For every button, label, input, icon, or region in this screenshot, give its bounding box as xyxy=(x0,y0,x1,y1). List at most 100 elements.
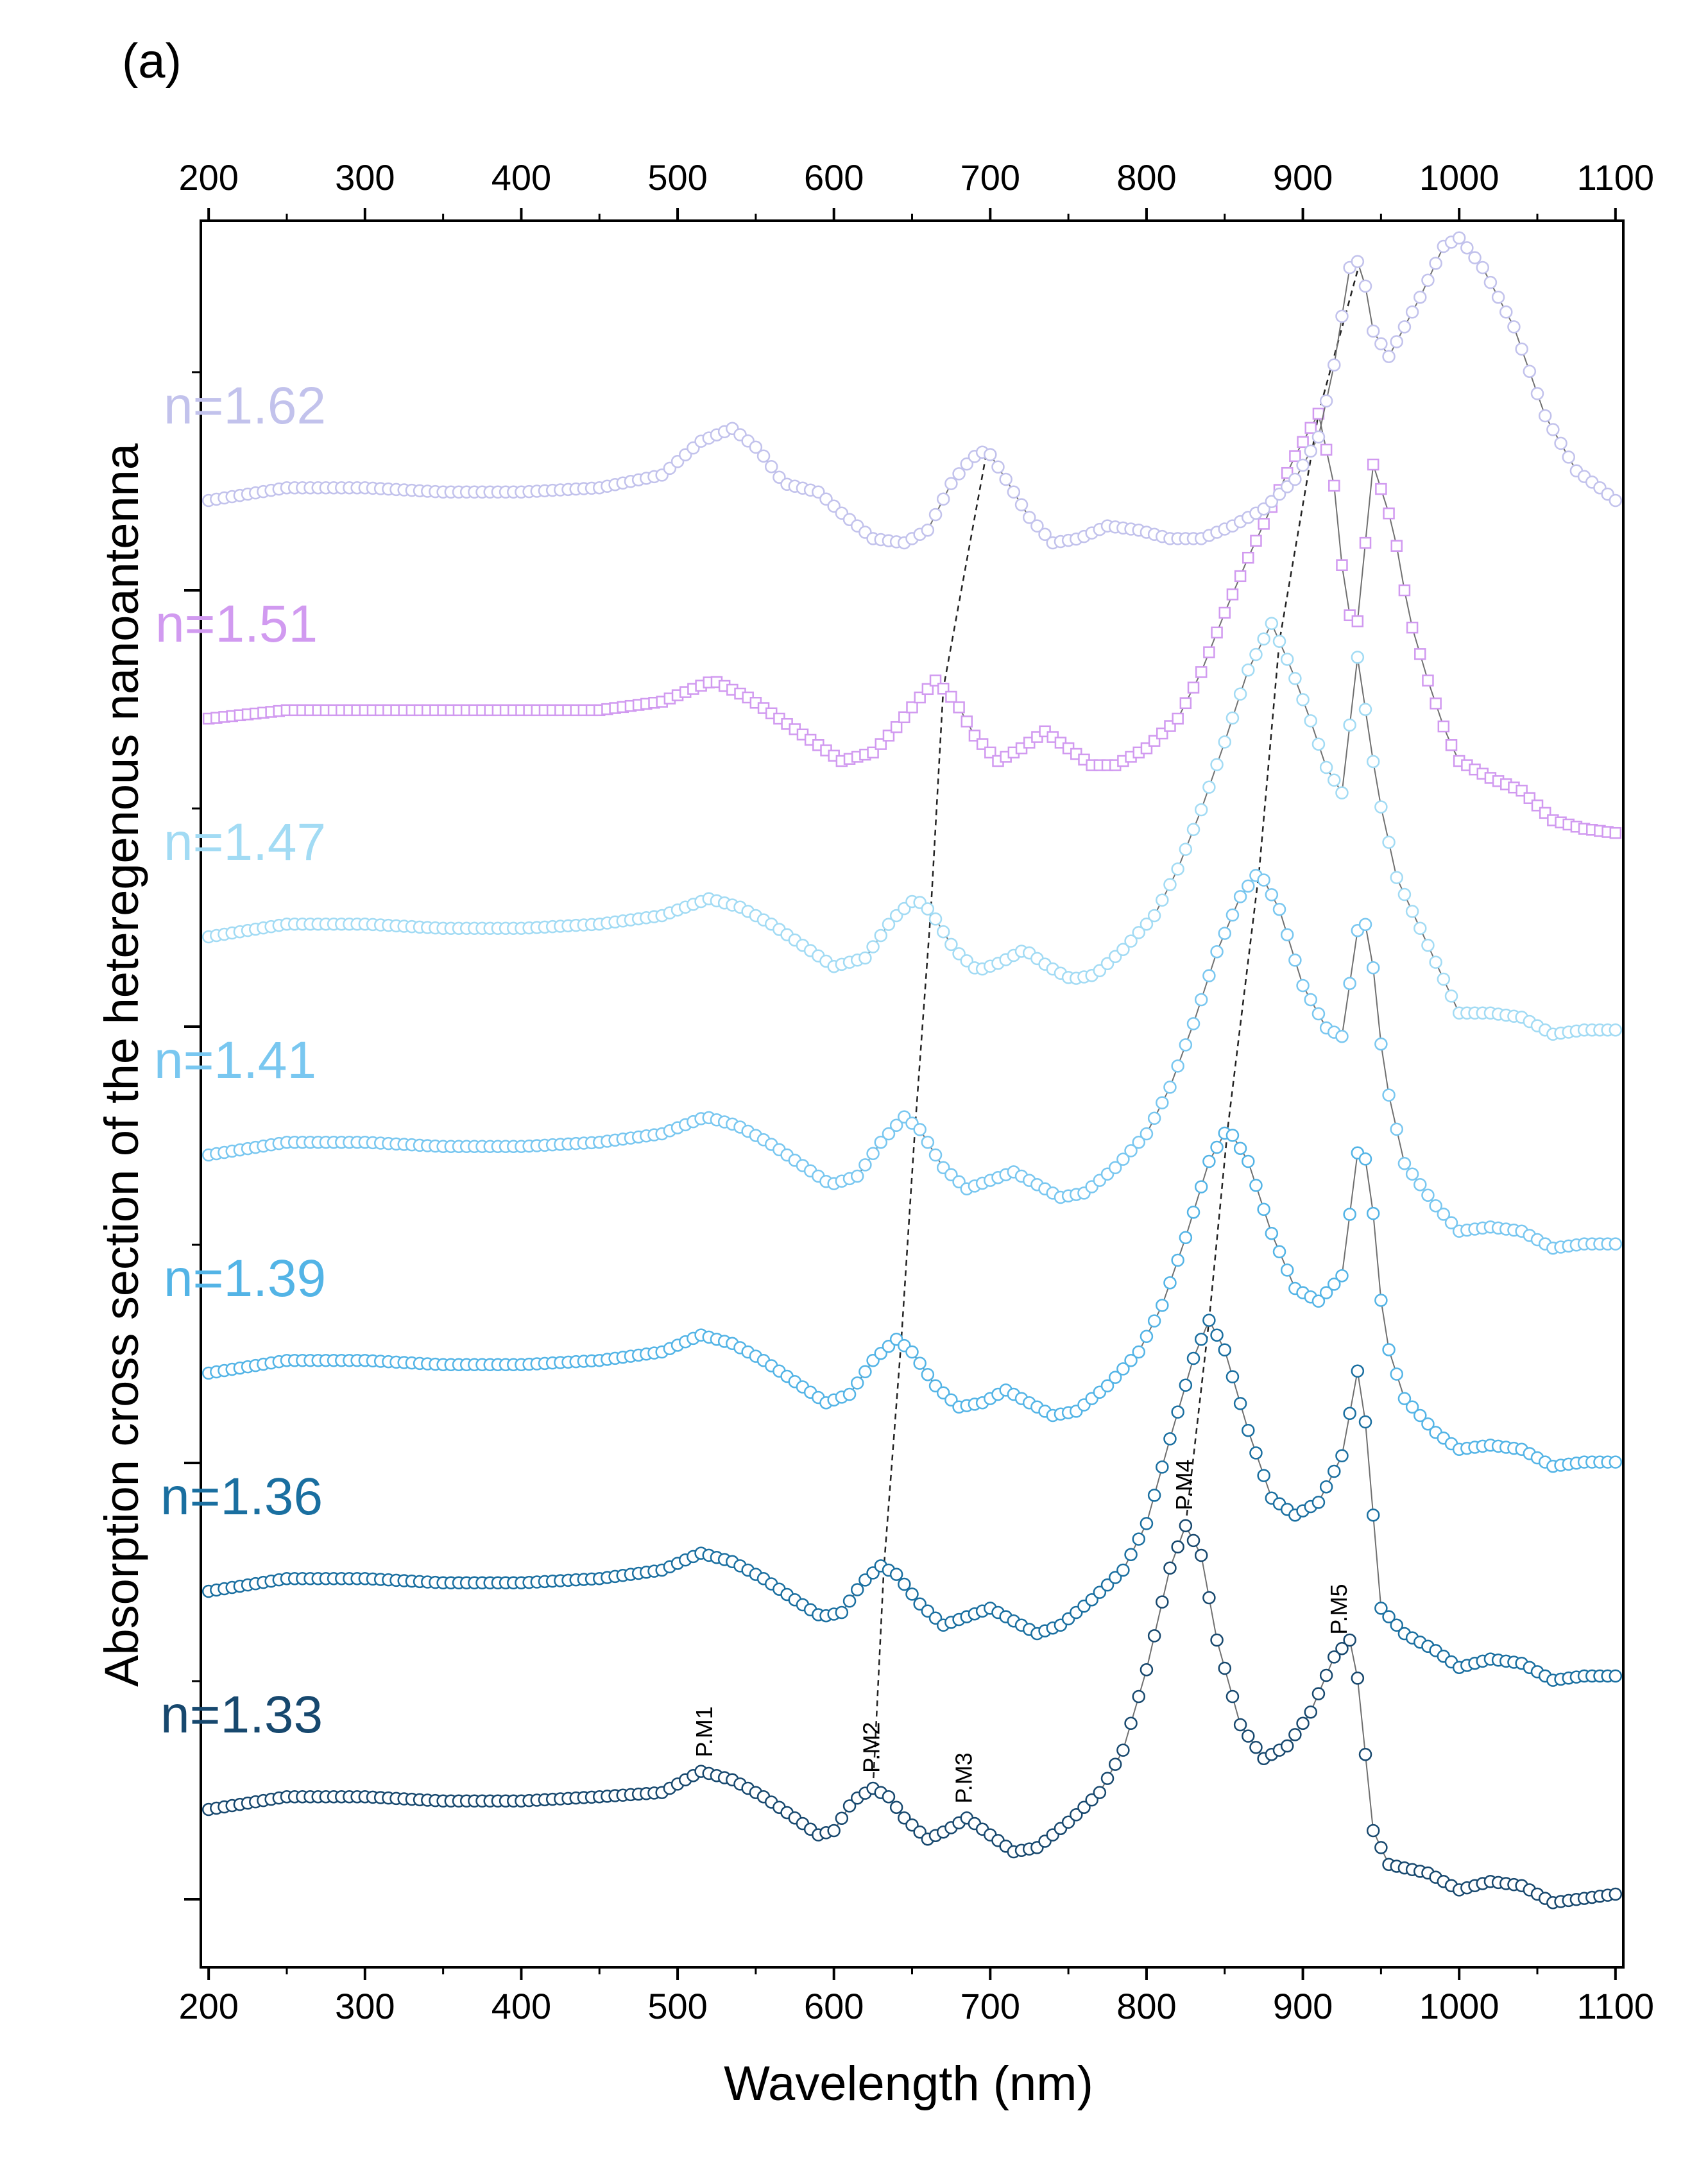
data-point xyxy=(1366,755,1380,769)
data-point xyxy=(1116,1563,1130,1577)
data-point xyxy=(1413,921,1427,936)
data-point xyxy=(1211,626,1223,639)
data-point xyxy=(1515,342,1528,356)
data-point xyxy=(1061,1815,1075,1829)
data-point xyxy=(842,1387,857,1401)
data-point xyxy=(928,912,943,926)
data-point xyxy=(1374,337,1388,351)
plot-frame xyxy=(200,219,1625,1969)
data-point xyxy=(1358,279,1372,293)
data-point xyxy=(1156,1460,1169,1474)
data-point xyxy=(1132,1345,1146,1359)
data-point xyxy=(866,940,880,953)
data-point xyxy=(1242,879,1255,893)
data-point xyxy=(1304,422,1317,434)
data-point xyxy=(1397,887,1412,902)
data-point xyxy=(1312,407,1325,420)
y-axis-label: Absorption cross section of the heterege… xyxy=(95,443,148,1687)
data-point xyxy=(1186,1205,1200,1219)
data-point xyxy=(1390,1618,1403,1632)
data-point xyxy=(1147,1314,1161,1328)
data-point xyxy=(1108,1571,1122,1584)
data-point xyxy=(921,1367,935,1381)
data-point xyxy=(1233,1397,1247,1410)
data-point xyxy=(1250,534,1262,547)
x-tick-label-top: 200 xyxy=(178,157,238,198)
data-point xyxy=(1186,1534,1200,1548)
x-tick-label-top: 600 xyxy=(804,157,864,198)
data-point xyxy=(1194,803,1208,817)
x-tick-label-top: 1100 xyxy=(1577,157,1654,198)
data-point xyxy=(898,711,910,724)
data-point xyxy=(1140,1127,1154,1141)
data-point xyxy=(835,1811,849,1825)
data-point xyxy=(1562,450,1575,464)
data-point xyxy=(1272,1245,1286,1259)
data-point xyxy=(1280,653,1294,666)
data-point xyxy=(1343,718,1356,732)
data-point xyxy=(936,492,950,506)
data-point xyxy=(1163,878,1177,891)
data-point xyxy=(1343,1208,1356,1221)
data-point xyxy=(1351,1671,1365,1685)
data-point xyxy=(1422,674,1434,687)
data-point xyxy=(1163,1276,1177,1290)
data-point xyxy=(1288,1728,1302,1741)
data-point xyxy=(1218,1661,1232,1675)
x-tick-label-bottom: 300 xyxy=(335,1986,395,2026)
data-point xyxy=(882,1127,896,1141)
data-point xyxy=(1335,786,1349,799)
data-point xyxy=(1304,1705,1317,1719)
data-point xyxy=(1358,1747,1372,1761)
data-point xyxy=(827,1824,841,1838)
data-point xyxy=(961,715,973,728)
data-point xyxy=(1124,1716,1138,1731)
data-point xyxy=(1335,1449,1349,1463)
data-point xyxy=(1609,1669,1623,1683)
series-label: n=1.41 xyxy=(154,1031,316,1090)
data-point xyxy=(1007,485,1021,499)
data-point xyxy=(1156,1096,1169,1109)
data-point xyxy=(1366,961,1380,975)
series-label: n=1.62 xyxy=(164,377,326,435)
data-point xyxy=(1163,1432,1177,1446)
data-point xyxy=(1609,1887,1623,1901)
peak-annotation: P.M5 xyxy=(1326,1584,1352,1634)
data-point xyxy=(945,690,957,703)
data-point xyxy=(1405,1400,1419,1414)
data-point xyxy=(1319,1286,1333,1299)
data-point xyxy=(1609,493,1623,508)
series-group xyxy=(201,231,1623,1910)
x-tick-label-top: 300 xyxy=(335,157,395,198)
data-point xyxy=(1249,1446,1263,1460)
peak-annotations: P.M1 P.M2 P.M3 P.M4 P.M5 xyxy=(691,1459,1352,1803)
data-point xyxy=(1233,890,1247,903)
x-tick-label-bottom: 200 xyxy=(178,1986,238,2026)
data-point xyxy=(1210,1328,1224,1342)
series-n=1.39 xyxy=(201,1126,1623,1473)
series-line xyxy=(209,411,1616,834)
data-point xyxy=(1210,945,1224,959)
data-point xyxy=(1311,1687,1326,1700)
data-point xyxy=(1249,1179,1263,1192)
peak-annotation: P.M3 xyxy=(950,1752,977,1803)
data-point xyxy=(1179,1378,1193,1392)
x-tick-label-bottom: 700 xyxy=(961,1986,1020,2026)
data-point xyxy=(1405,305,1419,319)
data-point xyxy=(1242,663,1255,677)
data-point xyxy=(1171,1059,1184,1073)
data-point xyxy=(1390,335,1403,348)
data-point xyxy=(1398,584,1411,597)
data-point xyxy=(1225,1689,1240,1704)
data-point xyxy=(1265,495,1279,508)
data-point xyxy=(1374,800,1388,814)
data-point xyxy=(1546,423,1560,436)
data-point xyxy=(1328,1278,1341,1291)
data-point xyxy=(1351,615,1364,628)
data-point xyxy=(1328,358,1341,372)
data-point xyxy=(1413,1177,1427,1192)
data-point xyxy=(1233,1718,1247,1732)
data-point xyxy=(1336,559,1348,571)
data-point xyxy=(928,1148,943,1162)
data-point xyxy=(1258,518,1270,530)
